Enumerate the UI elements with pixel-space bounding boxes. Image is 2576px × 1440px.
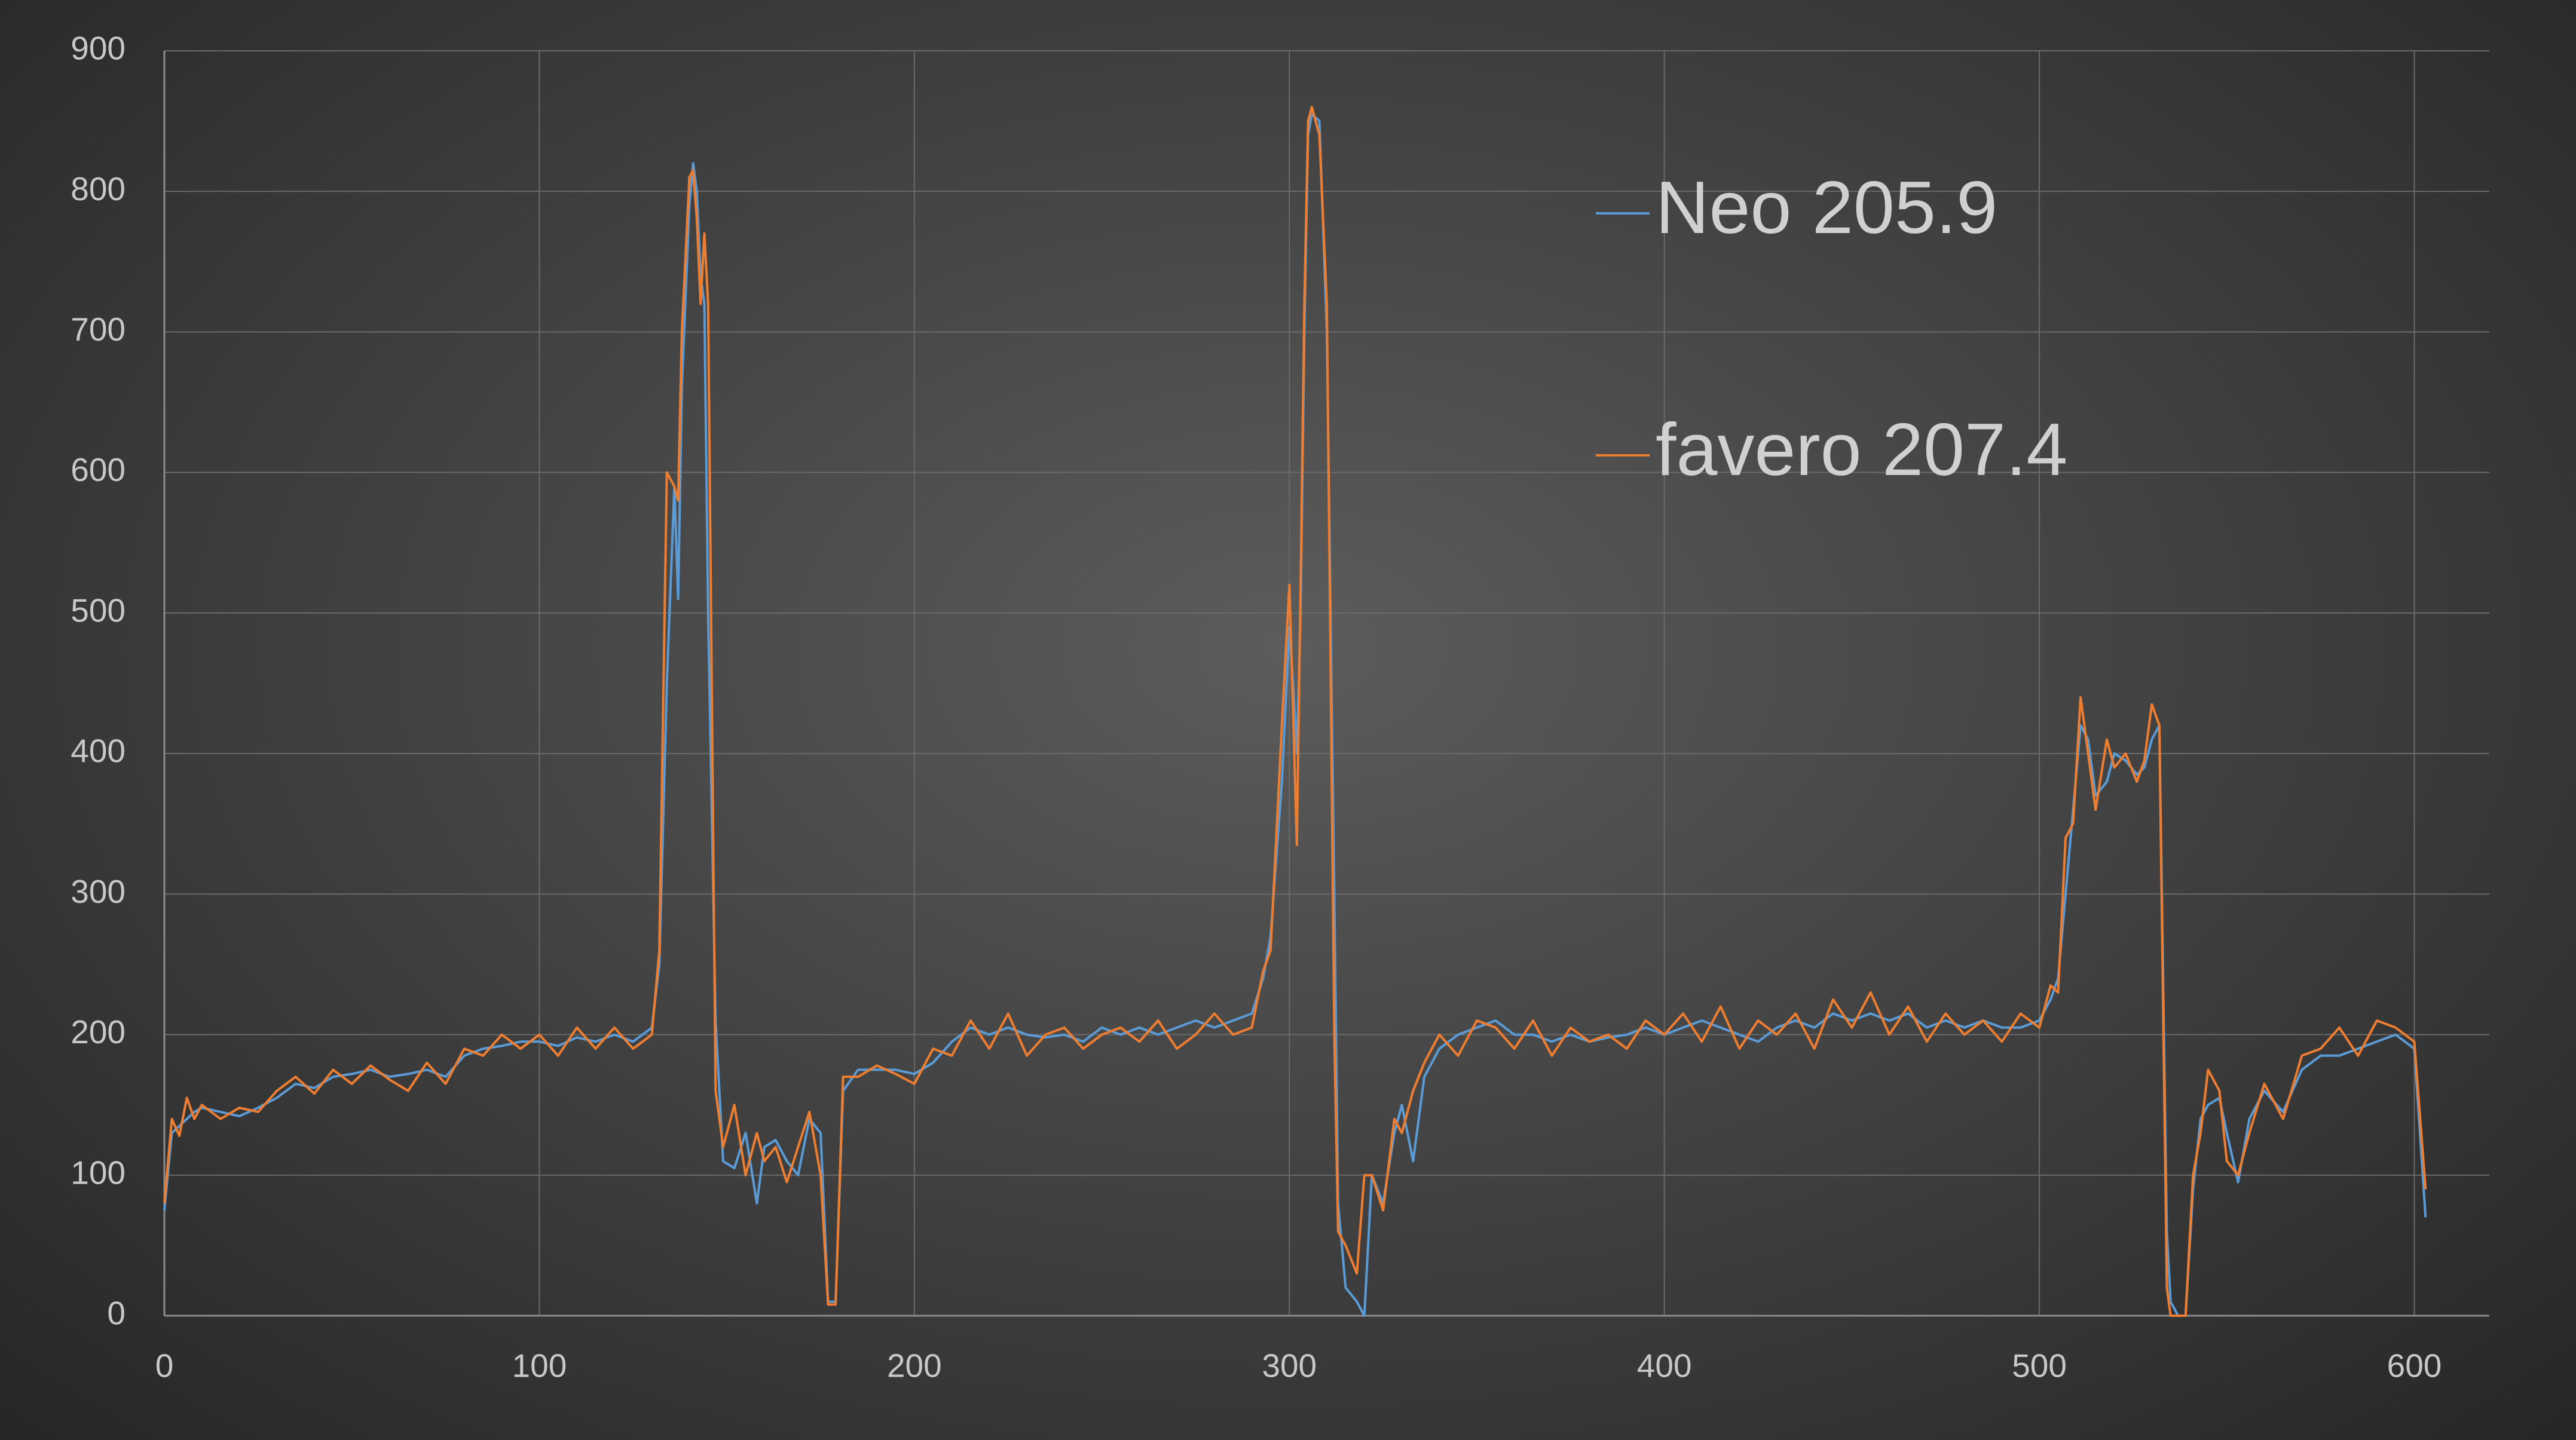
y-tick-label: 100 bbox=[71, 1154, 126, 1191]
y-tick-label: 600 bbox=[71, 451, 126, 488]
series-line bbox=[163, 112, 2427, 1317]
y-tick-label: 700 bbox=[71, 311, 126, 348]
y-tick-label: 800 bbox=[71, 170, 126, 207]
series-line bbox=[163, 106, 2427, 1317]
x-tick-label: 300 bbox=[1262, 1347, 1317, 1384]
x-tick-label: 500 bbox=[2012, 1347, 2067, 1384]
x-tick-label: 400 bbox=[1637, 1347, 1692, 1384]
y-tick-label: 500 bbox=[71, 592, 126, 629]
y-tick-label: 900 bbox=[71, 30, 126, 67]
y-tick-label: 0 bbox=[107, 1295, 126, 1332]
x-tick-label: 0 bbox=[155, 1347, 174, 1384]
x-tick-label: 200 bbox=[887, 1347, 942, 1384]
y-tick-label: 400 bbox=[71, 733, 126, 770]
y-tick-label: 200 bbox=[71, 1013, 126, 1050]
x-tick-label: 600 bbox=[2387, 1347, 2442, 1384]
x-tick-label: 100 bbox=[512, 1347, 567, 1384]
y-tick-label: 300 bbox=[71, 873, 126, 910]
legend-label: Neo 205.9 bbox=[1656, 167, 1997, 249]
legend-label: favero 207.4 bbox=[1656, 409, 2067, 491]
